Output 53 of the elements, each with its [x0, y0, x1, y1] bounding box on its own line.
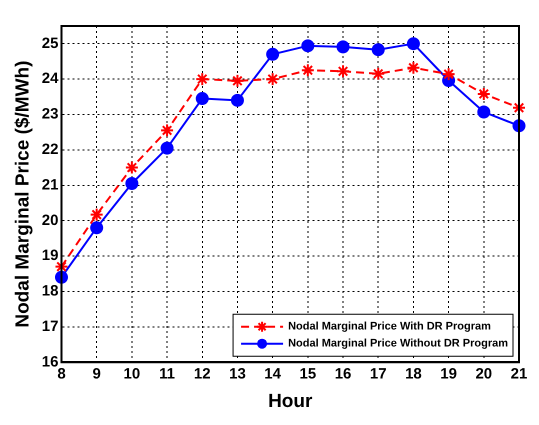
point [230, 74, 244, 88]
point [301, 39, 314, 52]
point [512, 100, 526, 115]
point [90, 221, 104, 234]
x-tick-label: 19 [440, 365, 457, 382]
y-tick-label: 25 [42, 34, 58, 52]
point [371, 66, 386, 81]
x-tick-label: 20 [475, 365, 492, 382]
point [230, 94, 244, 107]
legend-label: Nodal Marginal Price Without DR Program [288, 338, 508, 350]
x-tick-label: 9 [92, 365, 101, 382]
point [54, 260, 68, 274]
legend-label: Nodal Marginal Price With DR Program [288, 320, 492, 333]
x-tick-label: 10 [124, 365, 140, 382]
x-tick-label: 17 [370, 365, 387, 382]
point [160, 123, 174, 138]
point [266, 48, 280, 61]
x-tick-label: 18 [405, 365, 422, 382]
point [90, 208, 104, 222]
y-tick-label: 16 [42, 353, 58, 370]
point [300, 63, 315, 78]
point [124, 160, 139, 175]
x-tick-label: 15 [299, 365, 316, 382]
point [442, 67, 456, 82]
x-tick-label: 14 [264, 365, 282, 382]
x-tick-label: 13 [229, 365, 246, 382]
x-tick-label: 8 [57, 365, 66, 382]
point [125, 176, 138, 190]
point [336, 40, 350, 54]
point [266, 72, 280, 86]
x-axis-title: Hour [268, 390, 314, 412]
x-tick-label: 11 [159, 365, 175, 382]
point [372, 43, 385, 56]
point [195, 72, 210, 86]
point [477, 105, 490, 118]
x-tick-label: 21 [510, 365, 528, 382]
y-tick-label: 24 [42, 70, 60, 88]
point [406, 60, 420, 75]
point [406, 37, 420, 50]
point [476, 86, 491, 101]
x-tick-label: 16 [334, 365, 352, 382]
y-axis-title: Nodal Marginal Price ($/MWh) [12, 60, 34, 328]
point [160, 142, 174, 155]
y-tick-label: 22 [42, 141, 58, 158]
y-tick-label: 23 [42, 106, 58, 123]
x-tick-label: 12 [194, 365, 211, 382]
y-tick-label: 18 [42, 282, 58, 300]
y-tick-label: 21 [42, 176, 58, 194]
y-tick-label: 20 [42, 212, 58, 229]
point [336, 64, 350, 78]
point [196, 92, 209, 106]
y-tick-label: 19 [42, 247, 58, 264]
y-tick-label: 17 [42, 318, 58, 335]
